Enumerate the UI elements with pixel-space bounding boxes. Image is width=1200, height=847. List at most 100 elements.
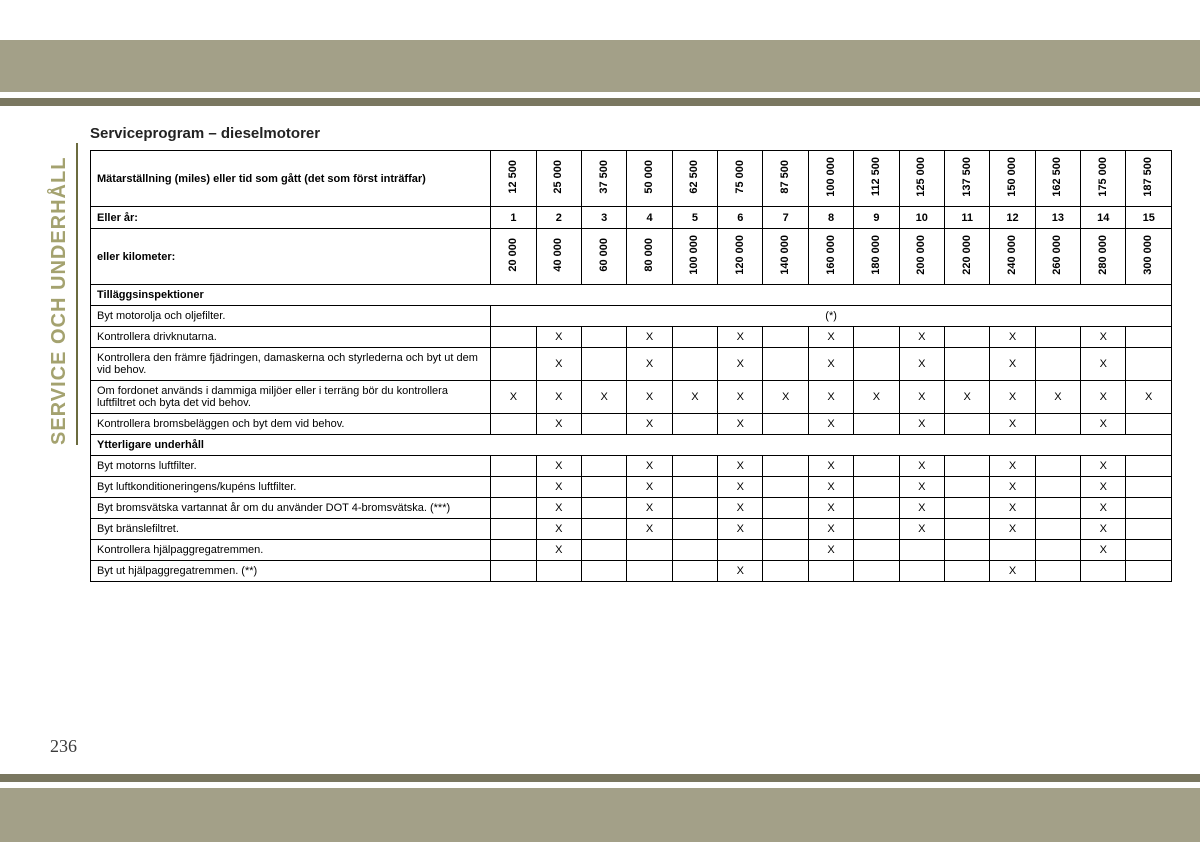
service-mark — [491, 498, 536, 519]
service-item-label: Om fordonet används i dammiga miljöer el… — [91, 381, 491, 414]
service-mark: X — [899, 477, 944, 498]
service-mark — [944, 414, 989, 435]
service-mark: X — [536, 414, 581, 435]
service-mark — [763, 456, 808, 477]
service-mark — [491, 477, 536, 498]
service-mark: X — [808, 327, 853, 348]
service-mark: X — [899, 519, 944, 540]
bottom-band-main — [0, 788, 1200, 842]
header-value: 140 000 — [763, 229, 808, 285]
service-mark — [672, 498, 717, 519]
service-mark — [944, 540, 989, 561]
service-mark — [854, 498, 899, 519]
service-mark — [581, 477, 626, 498]
service-item-label: Byt bromsvätska vartannat år om du använ… — [91, 498, 491, 519]
service-mark: X — [536, 540, 581, 561]
service-mark — [899, 561, 944, 582]
service-item-label: Kontrollera drivknutarna. — [91, 327, 491, 348]
service-mark: X — [536, 327, 581, 348]
service-mark — [1126, 456, 1172, 477]
header-value: 137 500 — [944, 151, 989, 207]
service-item-label: Kontrollera den främre fjädringen, damas… — [91, 348, 491, 381]
header-value: 50 000 — [627, 151, 672, 207]
service-mark — [491, 561, 536, 582]
service-mark: X — [718, 477, 763, 498]
header-value: 6 — [718, 207, 763, 229]
service-mark — [1126, 519, 1172, 540]
service-mark — [1126, 540, 1172, 561]
header-value: 75 000 — [718, 151, 763, 207]
service-mark: X — [581, 381, 626, 414]
service-mark: X — [990, 327, 1035, 348]
service-mark — [763, 327, 808, 348]
service-mark — [854, 519, 899, 540]
service-mark — [581, 327, 626, 348]
service-mark: X — [990, 477, 1035, 498]
header-value: 260 000 — [1035, 229, 1080, 285]
service-mark: X — [1081, 498, 1126, 519]
service-mark — [491, 540, 536, 561]
service-mark — [1035, 348, 1080, 381]
header-value: 12 500 — [491, 151, 536, 207]
service-mark — [944, 498, 989, 519]
service-mark — [763, 519, 808, 540]
page-content: SERVICE OCH UNDERHÅLL Serviceprogram – d… — [48, 125, 1172, 582]
service-mark — [581, 348, 626, 381]
header-value: 162 500 — [1035, 151, 1080, 207]
top-band-thin — [0, 98, 1200, 106]
header-value: 220 000 — [944, 229, 989, 285]
service-mark — [1126, 348, 1172, 381]
header-value: 1 — [491, 207, 536, 229]
header-value: 12 — [990, 207, 1035, 229]
service-mark: X — [1081, 327, 1126, 348]
service-mark: X — [1081, 381, 1126, 414]
service-mark — [854, 561, 899, 582]
service-mark: X — [718, 327, 763, 348]
service-mark — [1126, 414, 1172, 435]
service-schedule-table: Mätarställning (miles) eller tid som gåt… — [90, 150, 1172, 582]
service-item-label: Byt motorolja och oljefilter. — [91, 306, 491, 327]
header-value: 9 — [854, 207, 899, 229]
service-mark — [1035, 477, 1080, 498]
service-mark: X — [899, 498, 944, 519]
service-mark: X — [808, 381, 853, 414]
service-mark — [672, 414, 717, 435]
header-value: 187 500 — [1126, 151, 1172, 207]
service-mark: X — [718, 381, 763, 414]
service-mark — [1035, 540, 1080, 561]
service-mark — [627, 561, 672, 582]
service-mark — [763, 477, 808, 498]
service-mark — [581, 561, 626, 582]
service-mark — [763, 561, 808, 582]
service-mark — [672, 327, 717, 348]
service-mark: X — [763, 381, 808, 414]
service-mark — [808, 561, 853, 582]
service-mark: X — [627, 498, 672, 519]
header-value: 87 500 — [763, 151, 808, 207]
service-mark: X — [536, 519, 581, 540]
service-mark — [944, 327, 989, 348]
header-value: 180 000 — [854, 229, 899, 285]
service-mark: X — [899, 456, 944, 477]
service-mark — [854, 477, 899, 498]
header-value: 5 — [672, 207, 717, 229]
service-mark — [627, 540, 672, 561]
header-value: 112 500 — [854, 151, 899, 207]
service-mark — [581, 519, 626, 540]
service-mark: X — [536, 498, 581, 519]
service-item-label: Byt ut hjälpaggregatremmen. (**) — [91, 561, 491, 582]
service-mark: X — [627, 456, 672, 477]
service-mark — [491, 456, 536, 477]
service-mark: X — [808, 414, 853, 435]
section-header: Ytterligare underhåll — [91, 435, 1172, 456]
service-mark: X — [627, 381, 672, 414]
service-item-label: Kontrollera bromsbeläggen och byt dem vi… — [91, 414, 491, 435]
service-mark: X — [718, 561, 763, 582]
service-mark: X — [899, 348, 944, 381]
service-mark: X — [536, 477, 581, 498]
service-mark — [944, 348, 989, 381]
service-mark — [854, 456, 899, 477]
header-label: Eller år: — [91, 207, 491, 229]
service-mark — [581, 456, 626, 477]
header-value: 100 000 — [672, 229, 717, 285]
